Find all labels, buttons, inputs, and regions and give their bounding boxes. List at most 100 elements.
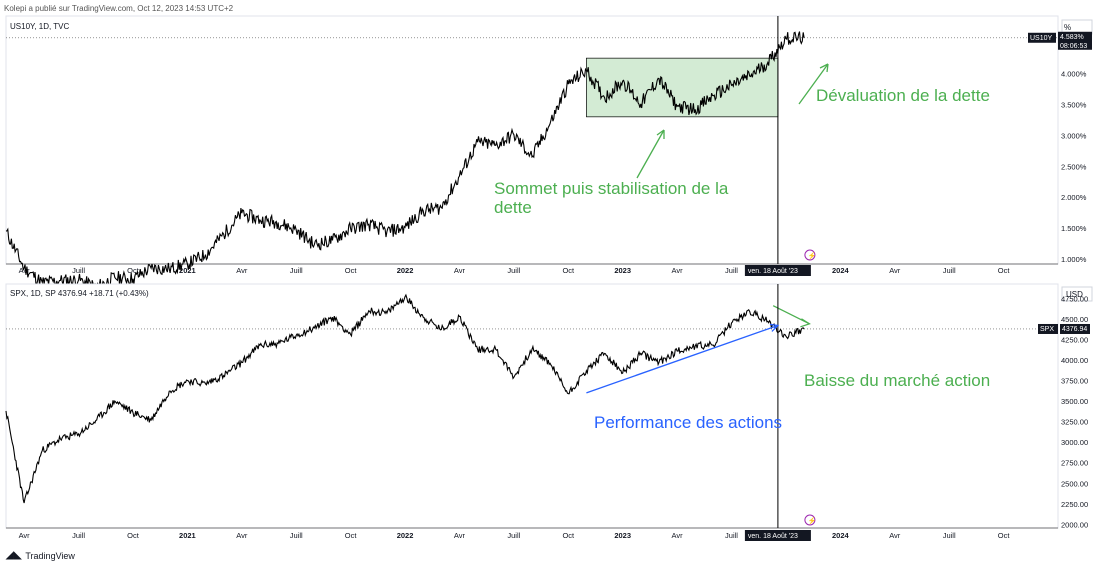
top-symbol-tag: US10Y bbox=[1028, 32, 1056, 43]
devaluation-label: Dévaluation de la dette bbox=[816, 86, 990, 105]
x-tick-label: 2021 bbox=[179, 266, 196, 275]
y-tick-label: 3000.00 bbox=[1061, 438, 1088, 447]
y-tick-label: 3250.00 bbox=[1061, 418, 1088, 427]
x-tick-label: 2023 bbox=[614, 266, 631, 275]
svg-text:4.583%: 4.583% bbox=[1060, 34, 1084, 41]
x-tick-label: Oct bbox=[562, 266, 575, 275]
x-tick-label: Juill bbox=[725, 531, 738, 540]
x-tick-label: Juill bbox=[507, 531, 520, 540]
stabilisation-arrowhead bbox=[656, 129, 665, 139]
stabilisation-label: Sommet puis stabilisation de la bbox=[494, 179, 729, 198]
top-plot-frame bbox=[5, 15, 1059, 265]
y-tick-label: 4250.00 bbox=[1061, 335, 1088, 344]
x-tick-label: Avr bbox=[454, 266, 466, 275]
x-tick-label: Juill bbox=[507, 266, 520, 275]
x-tick-label: 2023 bbox=[614, 531, 631, 540]
decline-label: Baisse du marché action bbox=[804, 371, 990, 390]
devaluation-arrow bbox=[798, 63, 829, 105]
svg-text:SPX: SPX bbox=[1040, 326, 1054, 333]
x-tick-label: Avr bbox=[672, 266, 684, 275]
x-tick-label: Juill bbox=[943, 266, 956, 275]
y-tick-label: 2250.00 bbox=[1061, 500, 1088, 509]
devaluation-arrowhead bbox=[819, 63, 829, 73]
y-tick-label: 4.000% bbox=[1061, 70, 1087, 79]
x-tick-label: Juill bbox=[290, 531, 303, 540]
y-tick-label: 4000.00 bbox=[1061, 356, 1088, 365]
bottom-panel[interactable]: SPX, 1D, SP 4376.94 +18.71 (+0.43%) USD … bbox=[5, 283, 1093, 541]
performance-arrowhead bbox=[769, 323, 780, 332]
us10y-series-line bbox=[5, 31, 805, 291]
x-tick-label: Oct bbox=[998, 531, 1011, 540]
x-tick-label: Oct bbox=[345, 266, 358, 275]
x-tick-label: 2021 bbox=[179, 531, 196, 540]
x-tick-label: Avr bbox=[19, 266, 31, 275]
bottom-annotations: Baisse du marché action Performance des a… bbox=[594, 318, 990, 432]
svg-text:ven. 18 Août '23: ven. 18 Août '23 bbox=[748, 533, 798, 540]
bottom-plot-frame bbox=[5, 283, 1059, 529]
svg-text:4376.94: 4376.94 bbox=[1062, 326, 1087, 333]
y-tick-label: 2500.00 bbox=[1061, 479, 1088, 488]
x-tick-label: Avr bbox=[236, 266, 248, 275]
x-tick-label: Avr bbox=[672, 531, 684, 540]
svg-text:08:06:53: 08:06:53 bbox=[1060, 43, 1087, 50]
bottom-crosshair-date-tag: ven. 18 Août '23 bbox=[744, 530, 811, 541]
top-legend: US10Y, 1D, TVC bbox=[10, 22, 70, 31]
y-tick-label: 4750.00 bbox=[1061, 294, 1088, 303]
x-tick-label: 2022 bbox=[397, 531, 414, 540]
bottom-time-axis[interactable]: Avr Juill Oct 2021 Avr Juill Oct 2022 Avr Juill Oc… bbox=[19, 531, 1011, 540]
bottom-unit-box[interactable] bbox=[1061, 286, 1093, 302]
x-tick-label: Juill bbox=[725, 266, 738, 275]
decline-arrowhead bbox=[800, 318, 811, 328]
top-annotations: Dévaluation de la dette Sommet puis stabi… bbox=[494, 63, 990, 217]
svg-text:⚡: ⚡ bbox=[808, 251, 817, 260]
x-tick-label: Oct bbox=[127, 531, 140, 540]
x-tick-label: Juill bbox=[943, 531, 956, 540]
x-tick-label: Juill bbox=[290, 266, 303, 275]
x-tick-label: Avr bbox=[454, 531, 466, 540]
bottom-legend: SPX, 1D, SP 4376.94 +18.71 (+0.43%) bbox=[10, 289, 149, 298]
top-unit-label: % bbox=[1064, 23, 1071, 32]
x-tick-label: Oct bbox=[562, 531, 575, 540]
x-tick-label: Oct bbox=[127, 266, 140, 275]
spx-series-line bbox=[5, 293, 805, 504]
top-time-axis[interactable]: Avr Juill Oct 2021 Avr Juill Oct 2022 Avr Juill Oc… bbox=[19, 266, 1011, 275]
y-tick-label: 1.000% bbox=[1061, 255, 1087, 264]
svg-text:US10Y: US10Y bbox=[1030, 35, 1053, 42]
tradingview-logo-icon: ◢◣ bbox=[6, 550, 22, 561]
bottom-unit-label: USD bbox=[1066, 290, 1083, 299]
stabilisation-label: dette bbox=[494, 198, 532, 217]
x-tick-label: 2024 bbox=[832, 266, 850, 275]
top-price-axis[interactable]: 4.000% 3.500% 3.000% 2.500% 2.000% 1.500% 1.00… bbox=[1061, 70, 1087, 264]
x-tick-label: 2022 bbox=[397, 266, 414, 275]
y-tick-label: 3.500% bbox=[1061, 100, 1087, 109]
y-tick-label: 2.000% bbox=[1061, 193, 1087, 202]
top-event-icon[interactable]: ⚡ bbox=[804, 249, 817, 261]
x-tick-label: Oct bbox=[998, 266, 1011, 275]
top-last-value-tag: 4.583% 08:06:53 bbox=[1058, 31, 1092, 50]
footer-brand: TradingView bbox=[25, 550, 75, 561]
stabilisation-arrow bbox=[636, 129, 665, 179]
svg-text:ven. 18 Août '23: ven. 18 Août '23 bbox=[748, 268, 798, 275]
bottom-price-axis[interactable]: 4750.00 4500.00 4250.00 4000.00 3750.00 3500.… bbox=[1061, 294, 1088, 529]
y-tick-label: 2000.00 bbox=[1061, 520, 1088, 529]
footer: ◢◣ TradingView bbox=[6, 550, 75, 561]
publisher-caption: Kolepi a publié sur TradingView.com, Oct… bbox=[4, 4, 234, 13]
bottom-event-icon[interactable]: ⚡ bbox=[804, 514, 817, 526]
x-tick-label: Juill bbox=[72, 531, 85, 540]
x-tick-label: Juill bbox=[72, 266, 85, 275]
y-tick-label: 3750.00 bbox=[1061, 377, 1088, 386]
x-tick-label: Avr bbox=[19, 531, 31, 540]
performance-trendline bbox=[586, 324, 779, 394]
top-crosshair-date-tag: ven. 18 Août '23 bbox=[744, 265, 811, 276]
y-tick-label: 2.500% bbox=[1061, 162, 1087, 171]
top-panel[interactable]: US10Y, 1D, TVC % 4.000% 3.500% 3.000% 2.500… bbox=[5, 15, 1093, 291]
y-tick-label: 2750.00 bbox=[1061, 459, 1088, 468]
y-tick-label: 3.000% bbox=[1061, 131, 1087, 140]
x-tick-label: Avr bbox=[889, 266, 901, 275]
y-tick-label: 3500.00 bbox=[1061, 397, 1088, 406]
y-tick-label: 1.500% bbox=[1061, 224, 1087, 233]
bottom-symbol-tag: SPX 4376.94 bbox=[1038, 323, 1090, 334]
x-tick-label: Oct bbox=[345, 531, 358, 540]
y-tick-label: 4500.00 bbox=[1061, 315, 1088, 324]
